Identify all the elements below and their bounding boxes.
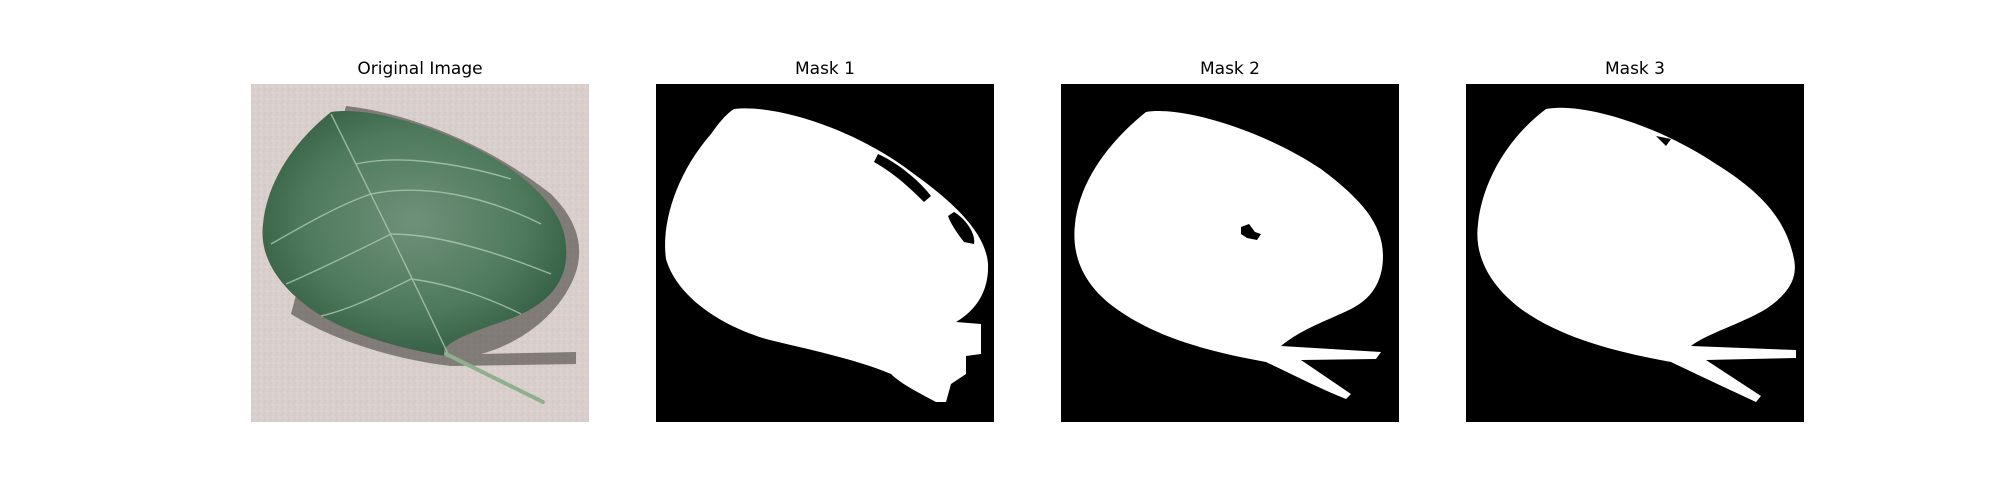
- mask-2-image: [1061, 84, 1399, 422]
- mask-1-image: [656, 84, 994, 422]
- panel-original-image: Original Image: [251, 56, 589, 426]
- panel-title: Mask 1: [794, 59, 855, 79]
- panel-title: Mask 2: [1199, 59, 1260, 79]
- panel-mask-1: Mask 1: [656, 56, 994, 426]
- original-leaf-image: [251, 84, 589, 422]
- panel-mask-2: Mask 2: [1061, 56, 1399, 426]
- panel-title: Original Image: [357, 59, 483, 79]
- panel-title: Mask 3: [1604, 59, 1665, 79]
- mask-3-image: [1466, 84, 1804, 422]
- panel-mask-3: Mask 3: [1466, 56, 1804, 426]
